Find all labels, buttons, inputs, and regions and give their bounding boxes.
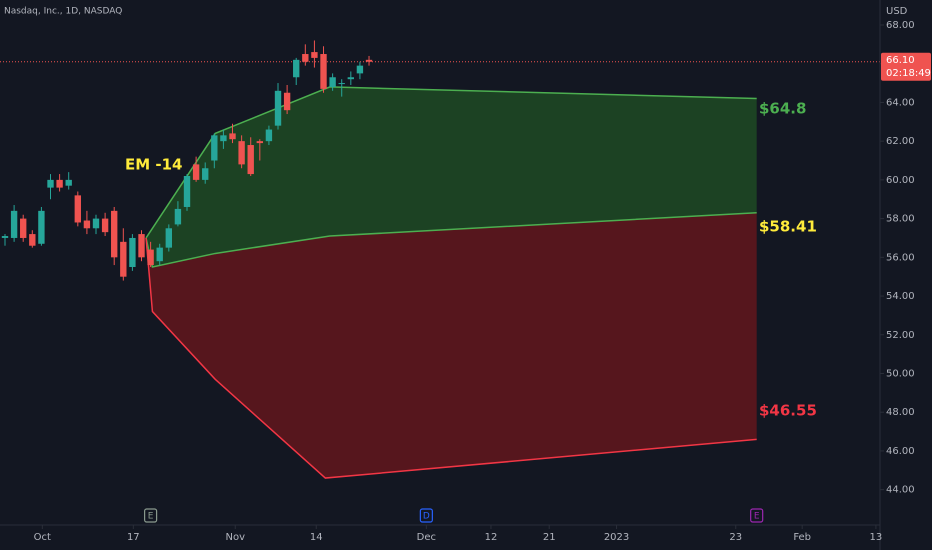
y-tick-label: 52.00 [886, 330, 915, 341]
candle-body [202, 168, 209, 180]
x-tick-label: Oct [34, 532, 51, 543]
last-price-label: 66.10 [886, 55, 915, 66]
currency: USD [886, 6, 908, 17]
event-marker [144, 508, 158, 523]
event-label: D [423, 512, 430, 522]
candle-body [311, 52, 318, 58]
candle-body [1, 236, 9, 238]
candle-body [192, 164, 200, 180]
annotation: $46.55 [759, 402, 817, 420]
last-price-box [881, 52, 931, 81]
y-tick-label: 56.00 [886, 252, 915, 263]
candle-body [293, 59, 300, 78]
y-tick-label: 62.00 [886, 136, 915, 147]
candle-body [56, 179, 63, 188]
event-marker [750, 508, 764, 523]
y-tick-label: 46.00 [886, 446, 915, 457]
em-down-area [146, 212, 757, 479]
countdown: 02:18:49 [886, 68, 931, 79]
candle-body [302, 54, 309, 62]
x-tick-label: 12 [485, 532, 498, 543]
y-tick-label: 68.00 [886, 20, 915, 31]
x-tick-label: 21 [543, 532, 556, 543]
event-label: E [754, 512, 760, 522]
candle-body [283, 92, 291, 111]
candle-body [29, 234, 36, 246]
y-tick-label: 58.00 [886, 214, 915, 225]
x-tick-label: 13 [870, 532, 883, 543]
candle-body [329, 77, 336, 87]
candle-body [274, 90, 282, 126]
candle-body [47, 179, 54, 188]
chart-title: Nasdaq, Inc., 1D, NASDAQ [4, 7, 122, 17]
candle-body [147, 249, 154, 266]
candle-body [10, 210, 18, 238]
candle-body [111, 210, 118, 258]
candle-body [338, 83, 345, 85]
em-line [145, 237, 757, 479]
x-tick-label: Nov [225, 532, 245, 543]
y-tick-label: 44.00 [886, 485, 915, 496]
candle-body [320, 54, 327, 89]
y-tick-label: 54.00 [886, 291, 915, 302]
candle-body [92, 218, 100, 229]
candle-body [138, 234, 145, 258]
x-tick-label: 2023 [604, 532, 629, 543]
candle-body [20, 218, 27, 238]
y-tick-label: 64.00 [886, 97, 915, 108]
candle-body [238, 141, 245, 165]
x-tick-label: Dec [417, 532, 436, 543]
candle-body [156, 247, 163, 262]
candle-body [220, 135, 227, 142]
x-tick-label: Feb [793, 532, 811, 543]
x-tick-label: 14 [310, 532, 323, 543]
annotation: $58.41 [759, 218, 817, 236]
candle-body [129, 237, 136, 268]
candle-body [265, 129, 273, 142]
candle-body [101, 218, 109, 233]
candle-body [183, 176, 191, 207]
y-tick-label: 60.00 [886, 175, 915, 186]
candle-body [65, 179, 72, 186]
candle-body [365, 59, 373, 62]
candle-body [256, 141, 263, 144]
y-tick-label: 48.00 [886, 407, 915, 418]
candle-body [83, 220, 91, 229]
em-line [145, 86, 757, 239]
annotation: EM -14 [125, 156, 183, 174]
candle-body [74, 195, 81, 223]
x-tick-label: 23 [729, 532, 742, 543]
candle-body [120, 241, 127, 277]
candle-body [356, 65, 364, 74]
y-tick-label: 50.00 [886, 368, 915, 379]
candle-body [165, 228, 172, 248]
candle-body [38, 210, 45, 244]
candle-body [174, 208, 182, 225]
candle-body [211, 135, 218, 161]
annotation: $64.8 [759, 100, 806, 118]
candle-body [347, 77, 355, 80]
em-up-area [146, 86, 757, 268]
event-marker [419, 508, 433, 523]
x-tick-label: 17 [127, 532, 140, 543]
candle-body [229, 133, 236, 140]
event-label: E [148, 512, 154, 522]
candle-body [247, 145, 254, 175]
